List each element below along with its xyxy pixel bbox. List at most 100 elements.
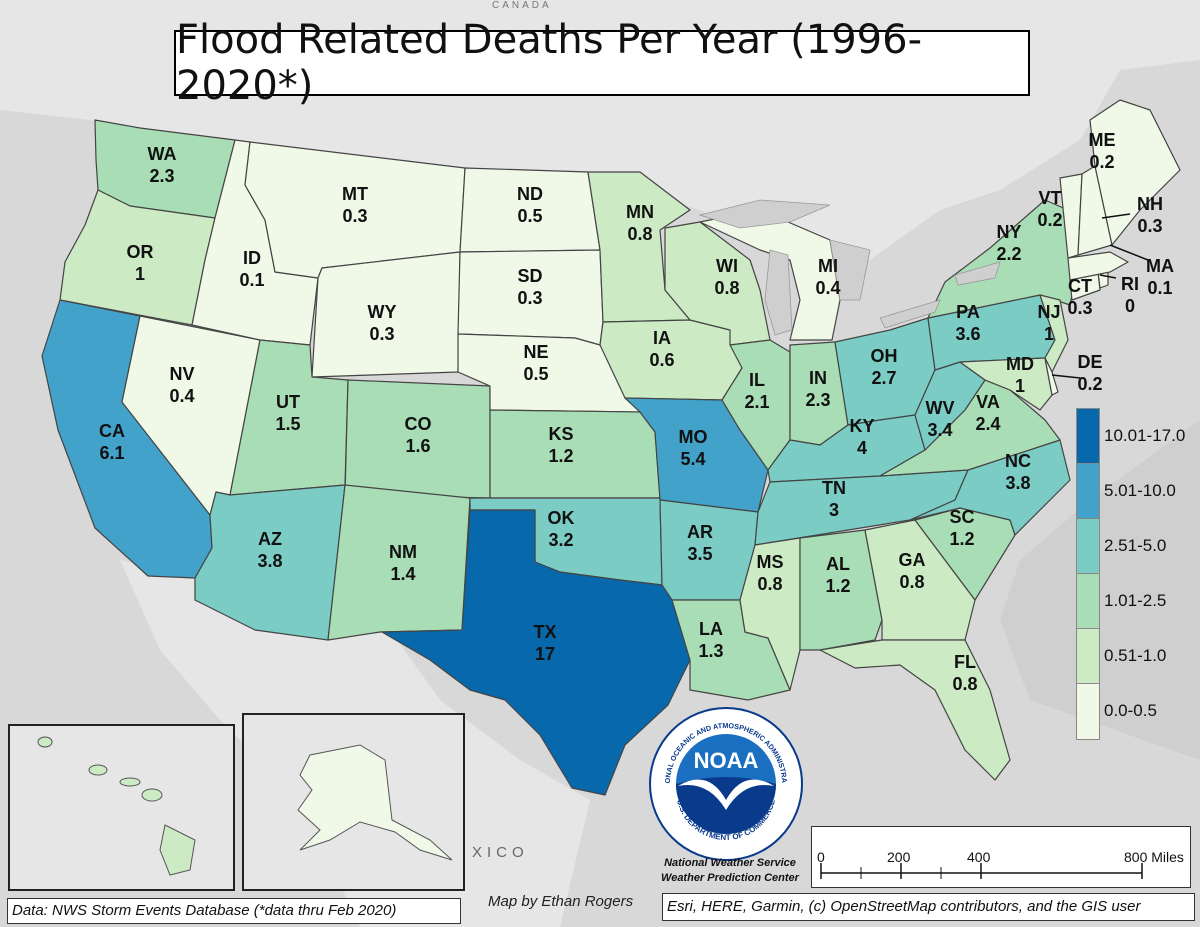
leader-ri (1099, 274, 1117, 279)
state-label-mo: MO (679, 427, 708, 447)
state-value-ky: 4 (857, 438, 867, 458)
state-label-nc: NC (1005, 451, 1031, 471)
state-value-ca: 6.1 (99, 443, 124, 463)
legend-swatch (1076, 683, 1100, 740)
legend-item: 0.51-1.0 (1076, 628, 1194, 685)
state-value-il: 2.1 (744, 392, 769, 412)
state-value-de: 0.2 (1077, 374, 1102, 394)
state-value-va: 2.4 (975, 414, 1000, 434)
scale-tick-200: 200 (887, 849, 911, 865)
state-label-ct: CT (1068, 276, 1092, 296)
leader-de (1051, 374, 1081, 379)
state-value-nc: 3.8 (1005, 473, 1030, 493)
state-value-mt: 0.3 (342, 206, 367, 226)
state-value-ok: 3.2 (548, 530, 573, 550)
hawaii-island-oahu (88, 764, 108, 776)
state-label-nh: NH (1137, 194, 1163, 214)
legend-swatch (1076, 408, 1100, 465)
state-value-mi: 0.4 (815, 278, 840, 298)
hawaii-island-big (159, 824, 196, 876)
state-value-ms: 0.8 (757, 574, 782, 594)
state-value-ga: 0.8 (899, 572, 924, 592)
state-value-sc: 1.2 (949, 529, 974, 549)
state-ME[interactable] (1089, 99, 1181, 246)
legend-item: 1.01-2.5 (1076, 573, 1194, 630)
state-KS[interactable] (489, 409, 661, 499)
title-box: Flood Related Deaths Per Year (1996-2020… (174, 17, 1030, 109)
state-label-sc: SC (949, 507, 974, 527)
state-NM[interactable] (327, 484, 471, 641)
state-label-pa: PA (956, 302, 980, 322)
state-value-or: 1 (135, 264, 145, 284)
scale-bar: 0 200 400 800 Miles (811, 826, 1191, 888)
lake-erie (879, 299, 941, 329)
state-label-nm: NM (389, 542, 417, 562)
source-note: Data: NWS Storm Events Database (*data t… (7, 898, 461, 924)
leader-nh (1101, 213, 1131, 219)
state-label-mt: MT (342, 184, 368, 204)
state-DE[interactable] (1044, 357, 1059, 396)
state-WY[interactable] (311, 251, 461, 378)
state-value-vt: 0.2 (1037, 210, 1062, 230)
state-value-mo: 5.4 (680, 449, 705, 469)
state-label-ok: OK (548, 508, 575, 528)
state-value-tx: 17 (535, 644, 555, 664)
legend-swatch (1076, 573, 1100, 630)
state-value-wy: 0.3 (369, 324, 394, 344)
state-MS[interactable] (739, 537, 801, 691)
state-value-nv: 0.4 (169, 386, 194, 406)
page-title: Flood Related Deaths Per Year (1996-2020… (176, 17, 923, 109)
state-NC[interactable] (909, 439, 1071, 536)
state-label-la: LA (699, 619, 723, 639)
state-value-ar: 3.5 (687, 544, 712, 564)
state-FL[interactable] (819, 639, 1011, 781)
state-label-co: CO (405, 414, 432, 434)
state-value-nh: 0.3 (1137, 216, 1162, 236)
attribution: Esri, HERE, Garmin, (c) OpenStreetMap co… (662, 893, 1195, 921)
scale-tick-800: 800 Miles (1124, 849, 1184, 865)
legend-item: 5.01-10.0 (1076, 463, 1194, 520)
legend-item: 2.51-5.0 (1076, 518, 1194, 575)
state-label-va: VA (976, 392, 1000, 412)
legend: 10.01-17.0 5.01-10.0 2.51-5.0 1.01-2.5 0.51-… (1076, 408, 1194, 740)
state-value-in: 2.3 (805, 390, 830, 410)
state-label-md: MD (1006, 354, 1034, 374)
legend-item: 0.0-0.5 (1076, 683, 1194, 740)
state-value-co: 1.6 (405, 436, 430, 456)
state-value-ny: 2.2 (996, 244, 1021, 264)
state-value-ut: 1.5 (275, 414, 300, 434)
state-value-tn: 3 (829, 500, 839, 520)
state-value-md: 1 (1015, 376, 1025, 396)
legend-label: 0.0-0.5 (1104, 701, 1157, 720)
state-value-ks: 1.2 (548, 446, 573, 466)
state-label-wy: WY (368, 302, 397, 322)
state-value-wv: 3.4 (927, 420, 952, 440)
state-MA[interactable] (1067, 251, 1129, 281)
state-label-oh: OH (871, 346, 898, 366)
state-value-nj: 1 (1044, 324, 1054, 344)
legend-swatch (1076, 628, 1100, 685)
state-value-wi: 0.8 (714, 278, 739, 298)
state-label-ia: IA (653, 328, 671, 348)
hawaii-island-kauai (37, 736, 53, 748)
hawaii-island-molokai (119, 777, 141, 787)
state-TX[interactable] (381, 509, 691, 796)
state-label-in: IN (809, 368, 827, 388)
state-label-id: ID (243, 248, 261, 268)
state-label-or: OR (127, 242, 154, 262)
state-value-ct: 0.3 (1067, 298, 1092, 318)
noaa-logo: NOAA NATIONAL OCEANIC AND ATMOSPHERIC AD… (645, 699, 804, 862)
state-label-ca: CA (99, 421, 125, 441)
state-label-tn: TN (822, 478, 846, 498)
state-label-ks: KS (548, 424, 573, 444)
state-label-vt: VT (1038, 188, 1061, 208)
state-label-tx: TX (533, 622, 556, 642)
state-label-ga: GA (899, 550, 926, 570)
legend-label: 10.01-17.0 (1104, 426, 1186, 445)
byline: Map by Ethan Rogers (488, 893, 634, 910)
state-label-ky: KY (849, 416, 874, 436)
legend-swatch (1076, 518, 1100, 575)
state-label-wv: WV (926, 398, 955, 418)
nws-line1: National Weather Service (664, 857, 796, 869)
